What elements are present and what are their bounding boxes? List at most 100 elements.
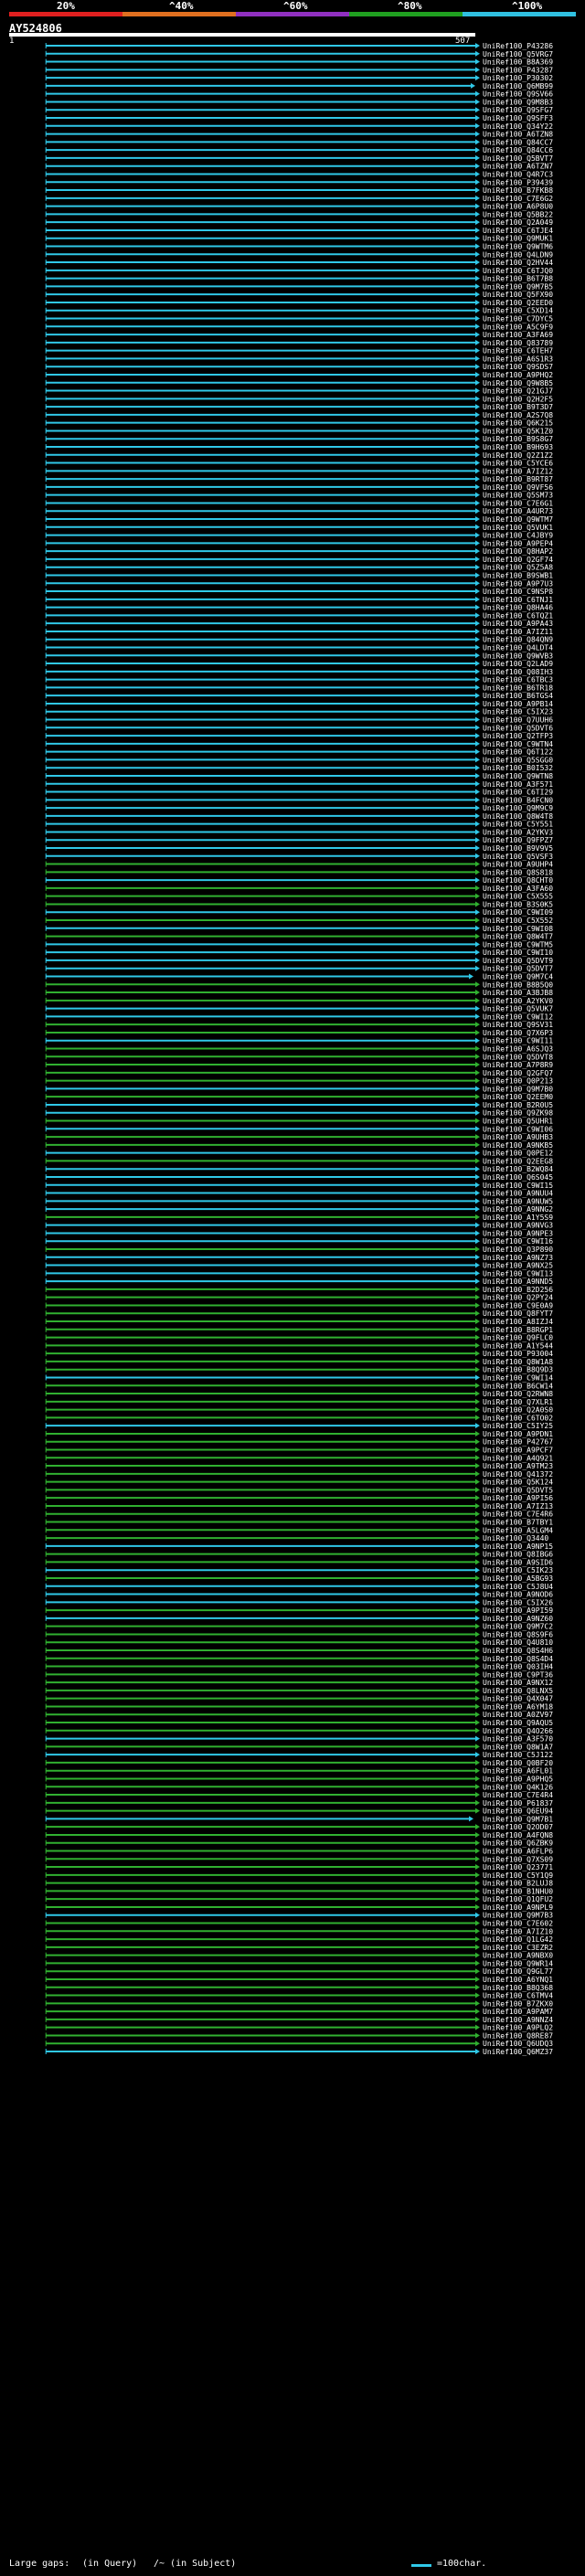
hit-row[interactable]: UniRef100_A9NND5 bbox=[45, 1277, 553, 1286]
hit-row[interactable]: UniRef100_A9PHQ2 bbox=[45, 371, 553, 379]
hit-label[interactable]: UniRef100_C5IX23 bbox=[483, 708, 553, 716]
hit-row[interactable]: UniRef100_Q7XLR1 bbox=[45, 1398, 553, 1406]
hit-row[interactable]: UniRef100_Q2HV44 bbox=[45, 259, 553, 267]
hit-label[interactable]: UniRef100_A3FA60 bbox=[483, 885, 553, 893]
hit-label[interactable]: UniRef100_Q9M9C9 bbox=[483, 804, 553, 812]
hit-row[interactable]: UniRef100_A5BG93 bbox=[45, 1574, 553, 1583]
hit-row[interactable]: UniRef100_C9WI08 bbox=[45, 925, 553, 933]
hit-row[interactable]: UniRef100_Q5BB22 bbox=[45, 210, 553, 218]
hit-label[interactable]: UniRef100_C9WI11 bbox=[483, 1037, 553, 1045]
hit-label[interactable]: UniRef100_Q9M7C4 bbox=[483, 972, 553, 981]
hit-row[interactable]: UniRef100_C5IX26 bbox=[45, 1598, 553, 1606]
hit-label[interactable]: UniRef100_C6TEH7 bbox=[483, 347, 553, 355]
hit-label[interactable]: UniRef100_A2YKV3 bbox=[483, 828, 553, 836]
hit-label[interactable]: UniRef100_Q4O266 bbox=[483, 1727, 553, 1735]
hit-label[interactable]: UniRef100_Q2GF74 bbox=[483, 556, 553, 564]
hit-row[interactable]: UniRef100_Q9WTN8 bbox=[45, 772, 553, 780]
hit-row[interactable]: UniRef100_Q4LDT4 bbox=[45, 644, 553, 652]
hit-label[interactable]: UniRef100_C9WI14 bbox=[483, 1373, 553, 1382]
hit-row[interactable]: UniRef100_A1Y544 bbox=[45, 1341, 553, 1350]
hit-label[interactable]: UniRef100_C5X552 bbox=[483, 917, 553, 925]
hit-row[interactable]: UniRef100_A6YNQ1 bbox=[45, 1976, 553, 1984]
hit-row[interactable]: UniRef100_C6TNJ1 bbox=[45, 596, 553, 604]
hit-row[interactable]: UniRef100_Q9FLC0 bbox=[45, 1334, 553, 1342]
hit-row[interactable]: UniRef100_Q9GL77 bbox=[45, 1967, 553, 1976]
hit-label[interactable]: UniRef100_A1Y5S9 bbox=[483, 1214, 553, 1222]
hit-label[interactable]: UniRef100_B8Q9D3 bbox=[483, 1366, 553, 1374]
hit-row[interactable]: UniRef100_C5J122 bbox=[45, 1751, 553, 1759]
hit-label[interactable]: UniRef100_A9NPL9 bbox=[483, 1903, 553, 1912]
hit-label[interactable]: UniRef100_A9NP15 bbox=[483, 1542, 553, 1551]
hit-label[interactable]: UniRef100_Q8S818 bbox=[483, 868, 553, 876]
hit-row[interactable]: UniRef100_B6CW14 bbox=[45, 1382, 553, 1390]
hit-label[interactable]: UniRef100_C9WI06 bbox=[483, 1125, 553, 1133]
hit-label[interactable]: UniRef100_C9PT36 bbox=[483, 1670, 553, 1679]
hit-row[interactable]: UniRef100_Q84QN9 bbox=[45, 636, 553, 644]
hit-label[interactable]: UniRef100_C6TI29 bbox=[483, 789, 553, 797]
hit-row[interactable]: UniRef100_C6TQZ1 bbox=[45, 611, 553, 620]
hit-row[interactable]: UniRef100_Q5VUK1 bbox=[45, 524, 553, 532]
hit-label[interactable]: UniRef100_Q2RWN8 bbox=[483, 1390, 553, 1398]
hit-row[interactable]: UniRef100_A9NKB5 bbox=[45, 1141, 553, 1150]
hit-row[interactable]: UniRef100_Q5DVT9 bbox=[45, 957, 553, 965]
hit-row[interactable]: UniRef100_Q9FPZ7 bbox=[45, 836, 553, 844]
hit-label[interactable]: UniRef100_C7E6G1 bbox=[483, 499, 553, 507]
hit-row[interactable]: UniRef100_C7E602 bbox=[45, 1920, 553, 1928]
hit-label[interactable]: UniRef100_A7IZ12 bbox=[483, 467, 553, 475]
hit-label[interactable]: UniRef100_Q9MUK1 bbox=[483, 235, 553, 243]
hit-row[interactable]: UniRef100_Q6EU94 bbox=[45, 1807, 553, 1816]
hit-label[interactable]: UniRef100_Q8W4T7 bbox=[483, 933, 553, 941]
hit-label[interactable]: UniRef100_Q8S4H6 bbox=[483, 1647, 553, 1655]
hit-row[interactable]: UniRef100_B9T3D7 bbox=[45, 403, 553, 411]
hit-label[interactable]: UniRef100_B6T7B8 bbox=[483, 275, 553, 283]
hit-row[interactable]: UniRef100_C6TEH7 bbox=[45, 347, 553, 355]
hit-label[interactable]: UniRef100_C7E602 bbox=[483, 1920, 553, 1928]
hit-label[interactable]: UniRef100_C5IY25 bbox=[483, 1422, 553, 1430]
hit-row[interactable]: UniRef100_Q9M7C4 bbox=[45, 972, 553, 981]
hit-row[interactable]: UniRef100_Q8W4T7 bbox=[45, 933, 553, 941]
hit-row[interactable]: UniRef100_B2D256 bbox=[45, 1286, 553, 1294]
hit-row[interactable]: UniRef100_Q5BVT7 bbox=[45, 154, 553, 163]
hit-row[interactable]: UniRef100_Q34Y22 bbox=[45, 122, 553, 131]
hit-label[interactable]: UniRef100_C9E0A9 bbox=[483, 1301, 553, 1309]
hit-label[interactable]: UniRef100_Q0PE12 bbox=[483, 1150, 553, 1158]
hit-row[interactable]: UniRef100_Q7XS09 bbox=[45, 1855, 553, 1863]
hit-label[interactable]: UniRef100_C6TQZ1 bbox=[483, 611, 553, 620]
hit-row[interactable]: UniRef100_A1Y5S9 bbox=[45, 1214, 553, 1222]
hit-label[interactable]: UniRef100_Q2EED0 bbox=[483, 299, 553, 307]
hit-label[interactable]: UniRef100_A8IZJ4 bbox=[483, 1318, 553, 1326]
hit-row[interactable]: UniRef100_B8B5Q0 bbox=[45, 981, 553, 989]
hit-row[interactable]: UniRef100_P43286 bbox=[45, 42, 553, 50]
hit-label[interactable]: UniRef100_A9NBX0 bbox=[483, 1952, 553, 1960]
hit-label[interactable]: UniRef100_Q3440 bbox=[483, 1534, 548, 1542]
hit-label[interactable]: UniRef100_C6TBC3 bbox=[483, 676, 553, 684]
hit-row[interactable]: UniRef100_Q2A049 bbox=[45, 218, 553, 227]
hit-row[interactable]: UniRef100_Q9AQU5 bbox=[45, 1719, 553, 1727]
hit-label[interactable]: UniRef100_Q84QN9 bbox=[483, 636, 553, 644]
hit-row[interactable]: UniRef100_B7FKB8 bbox=[45, 186, 553, 195]
hit-row[interactable]: UniRef100_Q8S9F6 bbox=[45, 1630, 553, 1638]
hit-row[interactable]: UniRef100_Q2EED0 bbox=[45, 299, 553, 307]
hit-label[interactable]: UniRef100_Q8W1A7 bbox=[483, 1743, 553, 1751]
hit-label[interactable]: UniRef100_A4UR73 bbox=[483, 507, 553, 515]
hit-label[interactable]: UniRef100_Q2HV44 bbox=[483, 259, 553, 267]
hit-label[interactable]: UniRef100_C6TJQ0 bbox=[483, 267, 553, 275]
hit-row[interactable]: UniRef100_B8Q9D3 bbox=[45, 1366, 553, 1374]
hit-row[interactable]: UniRef100_C7E4R4 bbox=[45, 1791, 553, 1799]
hit-row[interactable]: UniRef100_B6TGS4 bbox=[45, 692, 553, 700]
hit-label[interactable]: UniRef100_Q5FX90 bbox=[483, 291, 553, 299]
hit-label[interactable]: UniRef100_Q21GJ7 bbox=[483, 387, 553, 396]
hit-row[interactable]: UniRef100_C6TBC3 bbox=[45, 676, 553, 684]
hit-row[interactable]: UniRef100_B9V9V5 bbox=[45, 844, 553, 853]
hit-label[interactable]: UniRef100_B9S8G7 bbox=[483, 435, 553, 443]
hit-row[interactable]: UniRef100_Q5DVT5 bbox=[45, 1486, 553, 1494]
hit-row[interactable]: UniRef100_Q2Z1Z2 bbox=[45, 451, 553, 460]
hit-label[interactable]: UniRef100_A9UHP4 bbox=[483, 861, 553, 869]
hit-row[interactable]: UniRef100_Q4K126 bbox=[45, 1783, 553, 1791]
hit-row[interactable]: UniRef100_Q21GJ7 bbox=[45, 387, 553, 396]
hit-label[interactable]: UniRef100_A9PB14 bbox=[483, 700, 553, 708]
hit-label[interactable]: UniRef100_A3FA69 bbox=[483, 331, 553, 339]
hit-row[interactable]: UniRef100_Q5SGG0 bbox=[45, 756, 553, 764]
hit-row[interactable]: UniRef100_Q5K124 bbox=[45, 1479, 553, 1487]
hit-row[interactable]: UniRef100_C9WTN4 bbox=[45, 740, 553, 748]
